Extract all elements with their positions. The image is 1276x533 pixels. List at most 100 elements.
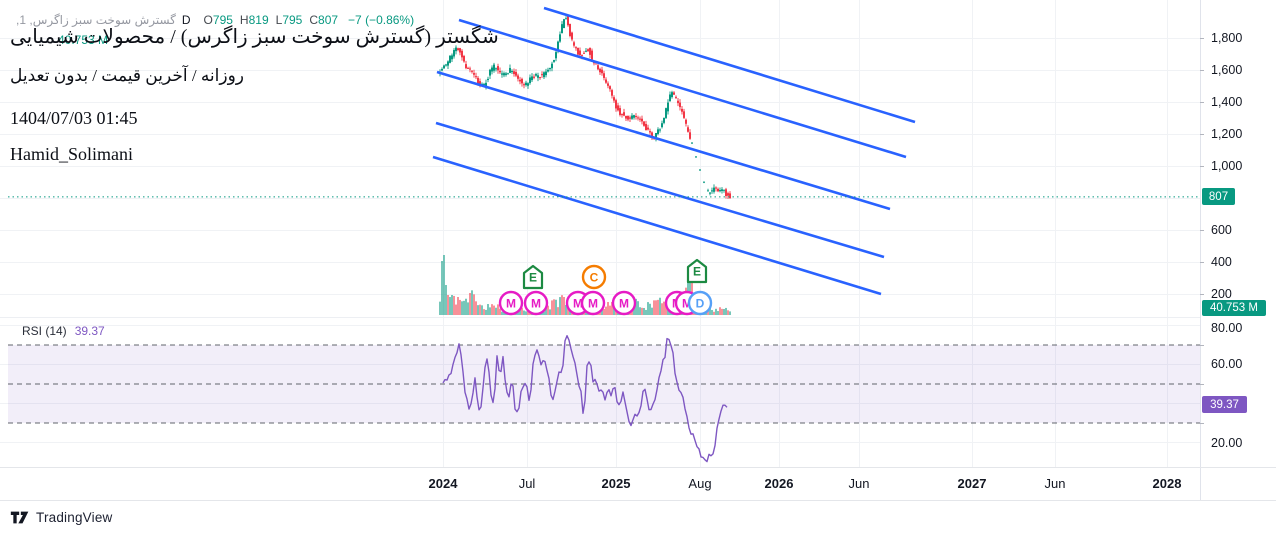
volume-bar: [489, 307, 491, 315]
volume-bar: [543, 311, 545, 315]
volume-bar: [519, 307, 521, 315]
candle-body: [637, 117, 639, 119]
volume-bar: [709, 306, 711, 315]
chart-canvas[interactable]: MMMMMMMDECE: [0, 0, 1200, 500]
candle-body: [539, 77, 541, 79]
volume-bar: [459, 299, 461, 315]
candle-body: [715, 187, 717, 189]
rsi-legend-label: RSI (14): [22, 324, 67, 338]
volume-bar: [475, 301, 477, 315]
candle-body: [663, 117, 665, 123]
event-marker-m-icon[interactable]: [611, 290, 637, 316]
volume-bar: [477, 305, 479, 315]
ohlc-value: 795: [212, 13, 233, 27]
candle-body: [501, 73, 503, 75]
volume-bar: [605, 306, 607, 315]
volume-bar: [521, 307, 523, 315]
candle-body: [659, 129, 661, 131]
volume-bar: [463, 300, 465, 315]
event-marker-m-icon[interactable]: [498, 290, 524, 316]
candle-body: [497, 66, 499, 71]
candle-body: [611, 90, 613, 96]
volume-bar: [607, 302, 609, 315]
channel-trendline[interactable]: [458, 18, 907, 159]
event-marker-c-icon[interactable]: [581, 264, 607, 290]
candle-body: [723, 189, 725, 191]
candle-body: [511, 71, 513, 73]
candle-body: [477, 77, 479, 85]
event-marker-d-icon[interactable]: [687, 290, 713, 316]
candle-body: [675, 96, 677, 98]
candle-body: [605, 79, 607, 83]
event-marker-m-icon[interactable]: [523, 290, 549, 316]
candle-body: [717, 188, 719, 192]
channel-trendline[interactable]: [432, 155, 882, 296]
volume-bar: [525, 311, 527, 315]
price-axis-label: 200: [1211, 287, 1232, 301]
candle-body: [535, 74, 537, 76]
volume-badge: 40.753 M: [1202, 300, 1266, 316]
channel-trendline[interactable]: [436, 70, 891, 211]
candle-body: [617, 105, 619, 111]
candle-body: [683, 111, 685, 118]
candle-body: [543, 72, 545, 78]
volume-bar: [603, 308, 605, 315]
channel-trendline[interactable]: [543, 6, 916, 124]
candle-body: [565, 18, 567, 20]
volume-bar: [461, 301, 463, 315]
candle-body: [571, 32, 573, 40]
volume-bar: [469, 293, 471, 315]
axis-tick: [1200, 423, 1204, 424]
candle-body: [645, 124, 647, 131]
volume-bar: [447, 295, 449, 315]
volume-bar: [499, 308, 501, 315]
candle-body: [487, 78, 489, 80]
candle-body: [561, 24, 563, 34]
candle-body: [473, 73, 475, 75]
candle-body: [567, 15, 569, 26]
candle-body: [685, 119, 687, 124]
price-axis[interactable]: 1,800 1,600 1,400 1,200 1,000 600 400 200: [1200, 0, 1276, 317]
chart-bottom-border: [0, 500, 1276, 501]
earnings-marker-icon[interactable]: [522, 264, 544, 290]
event-marker-letter: M: [573, 297, 583, 311]
candle-body: [677, 100, 679, 104]
channel-trendline[interactable]: [435, 121, 885, 259]
ohlc-value: 819: [248, 13, 269, 27]
watermark-symbol-title: شگستر (گسترش سوخت سبز زاگرس) / محصولات ش…: [10, 26, 499, 48]
pane-separator[interactable]: [0, 317, 1200, 318]
candle-body: [515, 71, 517, 76]
volume-bar: [719, 307, 721, 315]
candle-body: [533, 76, 535, 78]
time-axis[interactable]: 2024 Jul 2025 Aug 2026 Jun 2027 Jun 2028: [0, 467, 1200, 500]
volume-bar: [561, 295, 563, 315]
event-marker-letter: E: [529, 271, 537, 285]
candle-body: [441, 69, 443, 71]
volume-bar: [473, 294, 475, 315]
candle-body: [475, 76, 477, 78]
earnings-marker-icon[interactable]: [686, 258, 708, 284]
volume-bar: [441, 261, 443, 315]
ohlc-value: 807: [318, 13, 339, 27]
legend-timeframe[interactable]: D: [181, 13, 191, 27]
rsi-axis[interactable]: 80.00 60.00 20.00: [1200, 317, 1276, 467]
tradingview-logo-icon[interactable]: [10, 509, 30, 526]
axis-tick: [1200, 384, 1204, 385]
event-marker-m-icon[interactable]: [580, 290, 606, 316]
event-marker-letter: D: [696, 297, 705, 311]
candle-body: [591, 50, 593, 60]
volume-bar: [565, 304, 567, 315]
candle-body: [709, 192, 711, 194]
legend-symbol-row[interactable]: گسترش سوخت سبز زاگرس, 1, D O795 H819 L795 C…: [16, 13, 414, 27]
volume-bar: [555, 299, 557, 315]
candle-body: [639, 118, 641, 120]
rsi-indicator-legend[interactable]: RSI (14) 39.37: [22, 324, 105, 338]
price-axis-label: 1,600: [1211, 63, 1243, 77]
tradingview-logo-text[interactable]: TradingView: [36, 509, 113, 525]
volume-bar: [449, 297, 451, 315]
candle-body: [491, 67, 493, 72]
legend-symbol-name[interactable]: گسترش سوخت سبز زاگرس, 1,: [16, 13, 176, 27]
candle-body: [625, 115, 627, 119]
volume-bar: [711, 309, 713, 315]
time-axis-label: Jul: [518, 476, 536, 491]
